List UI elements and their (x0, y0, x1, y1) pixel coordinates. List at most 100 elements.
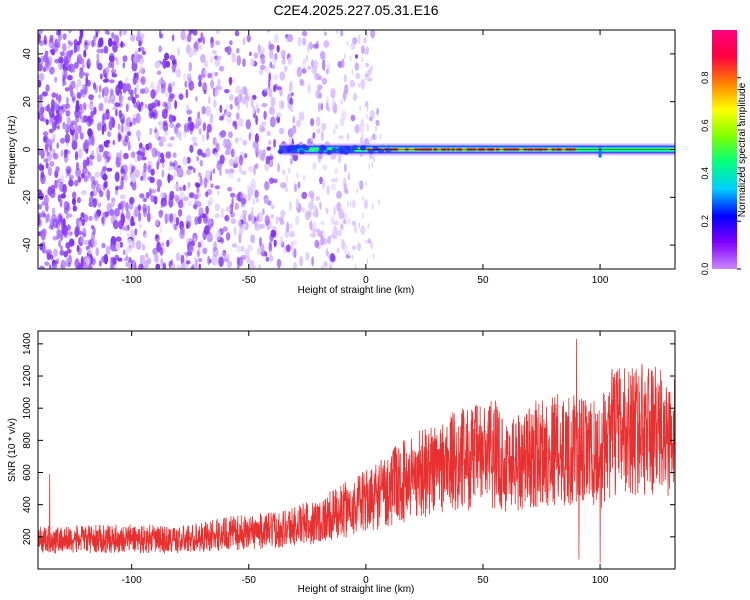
noise-speck (175, 165, 178, 171)
noise-speck (197, 44, 203, 51)
noise-speck (138, 147, 142, 152)
noise-speck (145, 252, 149, 259)
noise-speck (194, 182, 200, 187)
noise-speck (174, 99, 178, 110)
noise-speck (365, 46, 369, 55)
noise-speck (344, 53, 346, 59)
noise-speck (84, 41, 88, 46)
band-blob (360, 145, 367, 150)
noise-speck (142, 207, 148, 218)
noise-speck (86, 115, 92, 122)
noise-speck (287, 57, 293, 66)
noise-speck (158, 45, 162, 53)
noise-speck (366, 114, 368, 120)
noise-speck (67, 117, 71, 126)
noise-speck (260, 243, 265, 254)
noise-speck (343, 218, 347, 225)
noise-speck (122, 82, 127, 94)
noise-speck (108, 61, 112, 69)
noise-speck (364, 49, 366, 55)
noise-speck (43, 158, 49, 163)
noise-speck (164, 52, 170, 61)
noise-speck (360, 79, 366, 90)
noise-speck (120, 213, 126, 225)
noise-speck (40, 230, 46, 241)
noise-speck (343, 163, 347, 173)
noise-speck (68, 30, 72, 34)
x-tick-label: 50 (477, 275, 489, 286)
noise-speck (228, 94, 234, 101)
noise-speck (65, 50, 72, 59)
noise-speck (45, 162, 49, 169)
noise-speck (317, 102, 321, 113)
y-tick-label: 1200 (22, 364, 33, 387)
noise-speck (349, 55, 352, 61)
noise-speck (313, 59, 318, 69)
noise-speck (127, 131, 132, 137)
noise-speck (336, 201, 342, 212)
noise-speck (214, 58, 221, 67)
noise-speck (66, 224, 71, 232)
noise-speck (112, 42, 118, 53)
noise-speck (302, 174, 306, 181)
noise-speck (84, 139, 89, 150)
noise-speck (197, 148, 203, 156)
noise-speck (202, 36, 205, 45)
noise-speck (325, 68, 330, 75)
noise-speck (122, 30, 127, 36)
noise-speck (325, 207, 329, 214)
figure-title: C2E4.2025.227.05.31.E16 (273, 2, 438, 18)
noise-speck (310, 193, 315, 203)
noise-speck (241, 95, 246, 105)
noise-speck (259, 68, 264, 76)
noise-speck (205, 170, 211, 178)
noise-speck (212, 168, 216, 174)
noise-speck (266, 30, 271, 33)
noise-speck (115, 236, 122, 242)
noise-speck (60, 137, 65, 144)
noise-speck (256, 214, 259, 223)
noise-speck (264, 87, 270, 93)
noise-speck (312, 132, 316, 139)
noise-speck (253, 52, 259, 59)
noise-speck (124, 257, 127, 262)
noise-speck (209, 55, 214, 64)
noise-speck (250, 58, 255, 67)
noise-speck (54, 180, 59, 189)
noise-speck (49, 160, 55, 167)
noise-speck (301, 207, 306, 213)
noise-speck (291, 92, 294, 97)
noise-speck (149, 187, 152, 197)
noise-speck (59, 198, 63, 208)
noise-speck (165, 60, 171, 68)
noise-speck (224, 149, 231, 156)
noise-speck (81, 189, 87, 196)
noise-speck (301, 191, 308, 200)
noise-speck (202, 229, 207, 241)
noise-speck (75, 225, 80, 234)
noise-speck (220, 251, 227, 259)
noise-speck (228, 77, 233, 86)
noise-speck (248, 165, 253, 173)
noise-speck (78, 111, 83, 119)
noise-speck (366, 123, 369, 132)
noise-speck (91, 238, 98, 248)
noise-speck (74, 179, 79, 187)
noise-speck (144, 103, 148, 109)
noise-speck (311, 59, 314, 68)
noise-speck (234, 202, 240, 211)
noise-speck (343, 243, 348, 255)
snr-y-axis-label: SNR (10 * v/v) (7, 418, 18, 482)
noise-speck (354, 264, 357, 269)
noise-speck (198, 207, 204, 218)
noise-speck (219, 104, 223, 114)
noise-speck (77, 176, 82, 183)
noise-speck (214, 213, 220, 218)
noise-speck (66, 248, 72, 254)
noise-speck (125, 76, 129, 84)
x-tick-label: 100 (592, 275, 609, 286)
noise-speck (350, 42, 356, 50)
noise-speck (295, 215, 300, 226)
noise-speck (186, 223, 189, 229)
noise-speck (64, 133, 71, 144)
